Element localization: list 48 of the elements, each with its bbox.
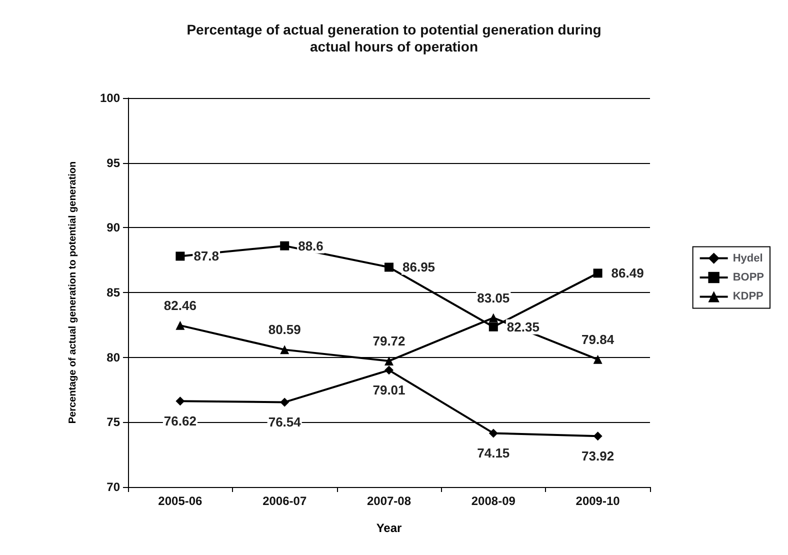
x-tick-label: 2006-07 bbox=[262, 494, 307, 508]
y-tick-label: 80 bbox=[106, 350, 120, 364]
data-label: 76.62 bbox=[164, 414, 196, 429]
data-label: 80.59 bbox=[268, 322, 301, 338]
y-tick-label: 95 bbox=[106, 156, 120, 170]
data-label: 82.46 bbox=[164, 298, 196, 313]
data-label: 74.15 bbox=[477, 446, 510, 461]
y-axis-title: Percentage of actual generation to potential generation bbox=[68, 161, 78, 424]
data-label: 86.95 bbox=[402, 260, 436, 275]
data-label: 83.05 bbox=[477, 290, 510, 306]
point bbox=[488, 313, 498, 322]
point bbox=[280, 398, 290, 407]
point bbox=[176, 252, 185, 261]
legend-label: KDPP bbox=[732, 290, 764, 303]
data-label: 79.72 bbox=[372, 333, 406, 348]
point bbox=[593, 354, 602, 364]
point bbox=[593, 268, 602, 278]
y-tick-label: 90 bbox=[106, 220, 120, 235]
point bbox=[280, 241, 290, 250]
legend-label: Hydel bbox=[732, 252, 763, 264]
y-tick-label: 85 bbox=[106, 286, 120, 300]
x-tick-label: 2009-10 bbox=[576, 494, 620, 508]
data-label: 87.8 bbox=[194, 248, 220, 264]
x-tick-label: 2007-08 bbox=[366, 494, 412, 508]
point bbox=[488, 322, 498, 332]
point bbox=[176, 396, 185, 406]
chart-title: Percentage of actual generation to potential generation during actual hours of operation bbox=[186, 22, 602, 54]
data-label: 76.54 bbox=[268, 414, 302, 430]
point bbox=[280, 345, 290, 354]
point bbox=[384, 356, 394, 366]
y-tick-label: 70 bbox=[106, 480, 120, 494]
point bbox=[384, 262, 394, 272]
point bbox=[488, 428, 498, 438]
data-label: 88.6 bbox=[298, 238, 324, 254]
x-tick-label: 2008-09 bbox=[471, 494, 516, 508]
data-label: 79.01 bbox=[372, 382, 406, 398]
x-axis-title: Year bbox=[376, 521, 402, 535]
data-label: 86.49 bbox=[611, 266, 644, 281]
point bbox=[176, 320, 185, 330]
x-tick-label: 2005-06 bbox=[158, 494, 203, 508]
y-tick-label: 75 bbox=[106, 415, 120, 430]
legend-label: BOPP bbox=[732, 272, 764, 284]
data-label: 73.92 bbox=[582, 448, 614, 464]
point bbox=[593, 432, 602, 441]
y-tick-label: 100 bbox=[100, 91, 120, 105]
point bbox=[384, 366, 394, 375]
data-label: 79.84 bbox=[582, 332, 615, 347]
data-label: 82.35 bbox=[506, 319, 540, 334]
